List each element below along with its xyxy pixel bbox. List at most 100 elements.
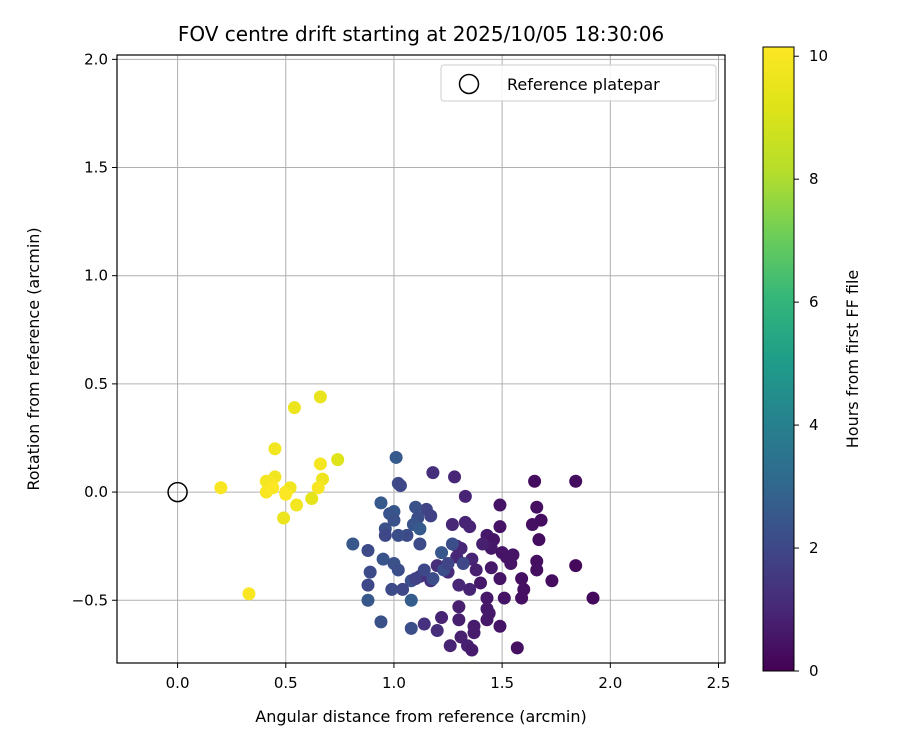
data-point (404, 593, 418, 607)
data-point (242, 587, 256, 601)
data-point (493, 619, 507, 633)
colorbar-tick-label: 0 (809, 662, 819, 680)
data-point (313, 457, 327, 471)
data-point (510, 641, 524, 655)
data-point (346, 537, 360, 551)
x-tick-label: 0.0 (166, 674, 190, 692)
data-point (452, 613, 466, 627)
data-point (532, 533, 546, 547)
x-axis-label: Angular distance from reference (arcmin) (255, 707, 586, 726)
data-point (480, 613, 494, 627)
colorbar-ticks: 0 2 4 6 8 10 (794, 47, 828, 680)
data-point (417, 563, 431, 577)
plot-frame (116, 54, 726, 664)
x-tick-label: 2.5 (707, 674, 731, 692)
data-point (393, 479, 407, 493)
colorbar-tick-label: 2 (809, 539, 819, 557)
data-point (331, 453, 345, 467)
data-point (569, 474, 583, 488)
y-tick-label: 1.5 (84, 159, 108, 177)
colorbar: 0 2 4 6 8 10 Hours from first FF file (762, 46, 862, 680)
data-point (413, 537, 427, 551)
data-point (484, 561, 498, 575)
grid-lines (117, 55, 725, 663)
data-point (413, 522, 427, 536)
data-point (448, 470, 462, 484)
data-point (528, 474, 542, 488)
data-point (480, 591, 494, 605)
x-tick-label: 2.0 (598, 674, 622, 692)
data-point (396, 582, 410, 596)
reference-marker (167, 481, 188, 503)
data-point (268, 442, 282, 456)
data-point (493, 520, 507, 534)
data-point (277, 511, 291, 525)
y-axis-ticks: −0.5 0.0 0.5 1.0 1.5 2.0 (72, 50, 117, 609)
y-tick-label: 0.0 (84, 483, 108, 501)
colorbar-tick-label: 6 (809, 293, 819, 311)
data-point (476, 537, 490, 551)
colorbar-tick-label: 10 (809, 47, 828, 65)
data-point (445, 537, 459, 551)
data-point (463, 520, 477, 534)
data-point (530, 563, 544, 577)
data-point (361, 593, 375, 607)
data-point (504, 556, 518, 570)
data-point (426, 466, 440, 480)
colorbar-gradient (762, 46, 795, 672)
data-point (313, 390, 327, 404)
data-point (445, 518, 459, 532)
legend-entry: Reference platepar (507, 75, 660, 94)
data-points (214, 390, 600, 657)
y-tick-label: 1.0 (84, 267, 108, 285)
colorbar-label: Hours from first FF file (843, 270, 862, 449)
data-point (391, 563, 405, 577)
colorbar-tick-label: 4 (809, 416, 819, 434)
data-point (361, 578, 375, 592)
x-tick-label: 1.5 (490, 674, 514, 692)
data-point (387, 513, 401, 527)
data-point (435, 611, 449, 625)
data-point (545, 574, 559, 588)
x-tick-label: 0.5 (274, 674, 298, 692)
data-point (443, 639, 457, 653)
data-point (363, 565, 377, 579)
data-point (463, 582, 477, 596)
data-point (456, 556, 470, 570)
data-point (385, 582, 399, 596)
x-tick-label: 1.0 (382, 674, 406, 692)
legend-marker (458, 73, 480, 95)
data-point (376, 552, 390, 566)
data-point (409, 572, 423, 586)
data-point (467, 626, 481, 640)
data-point (266, 481, 280, 495)
data-point (430, 624, 444, 638)
data-point (389, 450, 403, 464)
data-point (391, 528, 405, 542)
data-point (424, 509, 438, 523)
data-point (493, 572, 507, 586)
data-point (214, 481, 228, 495)
x-axis-ticks: 0.0 0.5 1.0 1.5 2.0 2.5 (166, 663, 731, 692)
data-point (465, 643, 479, 657)
y-axis-label: Rotation from reference (arcmin) (24, 227, 43, 490)
data-point (530, 500, 544, 514)
data-point (469, 563, 483, 577)
data-point (409, 500, 423, 514)
data-point (404, 621, 418, 635)
data-point (374, 496, 388, 510)
data-point (458, 489, 472, 503)
colorbar-tick-label: 8 (809, 170, 819, 188)
y-tick-label: 2.0 (84, 50, 108, 68)
data-point (311, 481, 325, 495)
legend: Reference platepar (440, 64, 717, 102)
data-point (497, 591, 511, 605)
data-point (493, 498, 507, 512)
data-point (525, 518, 539, 532)
data-point (452, 578, 466, 592)
data-point (474, 576, 488, 590)
data-point (569, 559, 583, 573)
data-point (290, 498, 304, 512)
chart-title: FOV centre drift starting at 2025/10/05 … (178, 22, 664, 46)
